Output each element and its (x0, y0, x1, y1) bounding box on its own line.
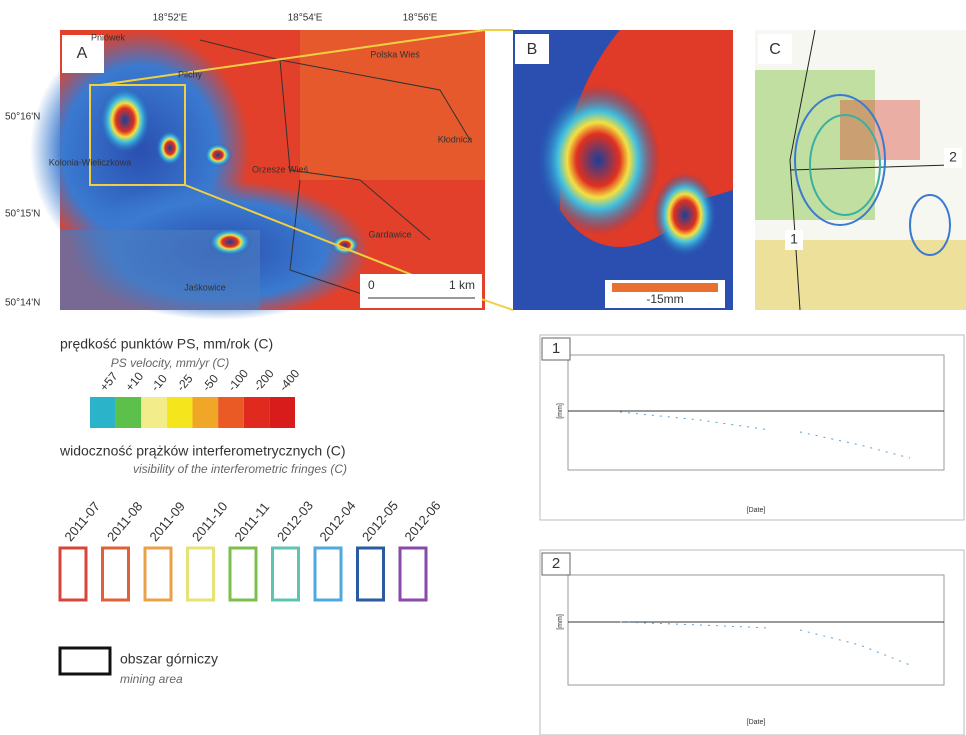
panel-label: B (527, 41, 538, 58)
fringe-swatch (188, 548, 214, 600)
place-label: Orzesze Wieś (252, 164, 309, 174)
color-swatch (116, 397, 142, 428)
date-label: 2011-08 (104, 499, 146, 544)
place-label: Kłodnica (438, 134, 473, 144)
fringe-swatch (145, 548, 171, 600)
place-label: Jaśkowice (184, 282, 226, 292)
lat-label: 50°16'N (5, 112, 40, 123)
fringe-swatch (60, 548, 86, 600)
place-label: Gardawice (368, 229, 411, 239)
legend-subtitle: mining area (120, 672, 183, 686)
plot-label: 2 (552, 555, 560, 572)
fringe-swatch (230, 548, 256, 600)
date-label: 2011-10 (189, 499, 231, 544)
place-label: Polska Wieś (370, 49, 420, 59)
class-label: +57 (97, 369, 121, 394)
place-label: Pilchy (178, 69, 203, 79)
color-swatch (90, 397, 116, 428)
class-label: -25 (174, 371, 196, 394)
axis-label: [mm] (557, 614, 564, 630)
class-label: -100 (225, 366, 251, 394)
lon-label: 18°52'E (153, 13, 188, 24)
color-swatch (269, 397, 295, 428)
fringe-swatch (400, 548, 426, 600)
date-label: 2012-05 (359, 498, 401, 544)
class-label: -50 (199, 371, 221, 394)
place-label: Pniówek (91, 32, 126, 42)
axis-label: [mm] (557, 403, 564, 419)
color-swatch (167, 397, 193, 428)
legend-subtitle: visibility of the interferometric fringe… (133, 462, 347, 476)
panel-label: C (769, 41, 781, 58)
fringe-swatch (315, 548, 341, 600)
color-swatch (193, 397, 219, 428)
fringe-swatch (103, 548, 129, 600)
class-label: -400 (276, 366, 302, 394)
scale-label: 0 (368, 278, 375, 292)
legend-title: prędkość punktów PS, mm/rok (C) (60, 336, 273, 352)
place-label: Kolonia-Wieliczkowa (49, 157, 132, 167)
profile-label: 2 (949, 149, 957, 165)
lon-label: 18°56'E (403, 13, 438, 24)
axis-label: [Date] (747, 719, 766, 726)
legend-title: obszar górniczy (120, 651, 218, 667)
axis-label: [Date] (747, 507, 766, 514)
map-c (755, 30, 966, 310)
date-label: 2011-07 (61, 499, 103, 544)
date-label: 2011-11 (231, 499, 272, 544)
lat-label: 50°15'N (5, 209, 40, 220)
legend-title: widoczność prążków interferometrycznych … (59, 443, 346, 459)
fringe-swatch (358, 548, 384, 600)
profile-label: 1 (790, 231, 798, 247)
legend-subtitle: PS velocity, mm/yr (C) (111, 356, 229, 370)
class-label: +10 (122, 369, 146, 394)
figure: A B C 18°52'E 18°54'E 18°56'E 50°16'N 50°15'N 50… (0, 0, 966, 735)
date-label: 2011-09 (146, 499, 188, 544)
panel-label: A (77, 45, 88, 62)
class-label: -200 (251, 366, 277, 394)
plot-label: 1 (552, 340, 560, 357)
lon-label: 18°54'E (288, 13, 323, 24)
scale-label: 1 km (449, 278, 475, 292)
fringe-swatch (273, 548, 299, 600)
color-swatch (244, 397, 270, 428)
color-swatch (141, 397, 167, 428)
lat-label: 50°14'N (5, 298, 40, 309)
color-swatch (218, 397, 244, 428)
date-label: 2012-06 (401, 498, 443, 544)
scale-label: -15mm (646, 292, 683, 306)
date-label: 2012-04 (316, 498, 358, 544)
map-a (30, 30, 513, 320)
class-label: -10 (148, 371, 170, 394)
date-label: 2012-03 (274, 498, 316, 544)
map-b (513, 30, 733, 310)
